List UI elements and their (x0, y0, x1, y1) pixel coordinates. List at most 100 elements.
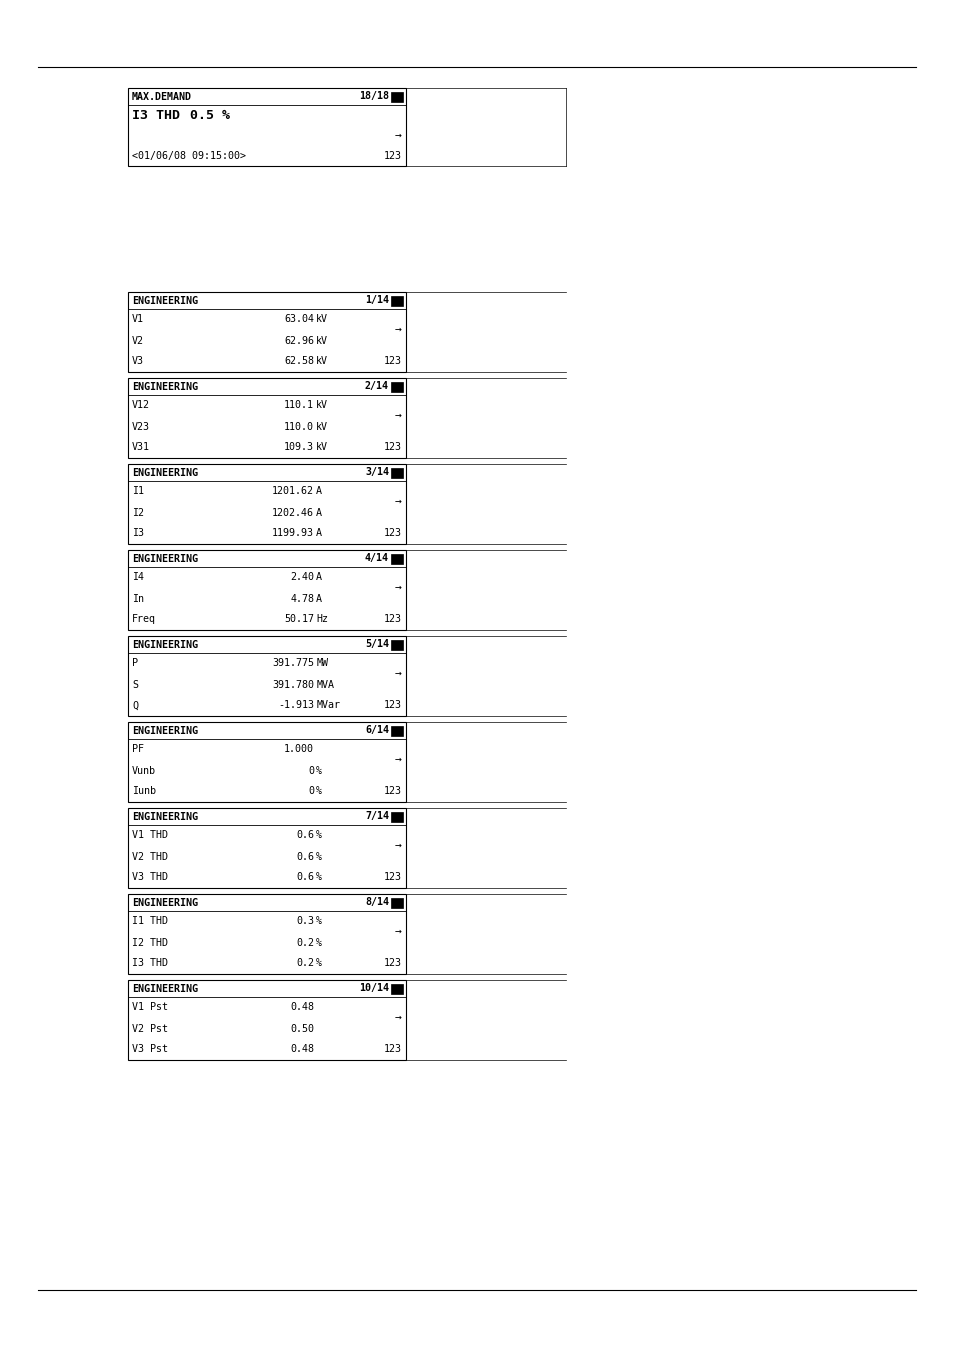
Bar (391, 639, 402, 650)
Text: V12: V12 (132, 400, 150, 411)
Text: MVar: MVar (316, 701, 340, 711)
Text: 110.0: 110.0 (284, 422, 314, 431)
Text: %: % (316, 766, 322, 775)
Text: ENGINEERING: ENGINEERING (132, 296, 198, 305)
Text: 391.780: 391.780 (272, 680, 314, 689)
Text: P: P (132, 658, 138, 669)
Text: 123: 123 (384, 1044, 401, 1055)
Text: 123: 123 (384, 786, 401, 797)
Text: 0: 0 (308, 786, 314, 797)
Text: V31: V31 (132, 443, 150, 453)
Text: S: S (132, 680, 138, 689)
Text: ENGINEERING: ENGINEERING (132, 381, 198, 392)
Text: 123: 123 (384, 151, 401, 161)
Text: 0.48: 0.48 (290, 1002, 314, 1012)
Text: ENGINEERING: ENGINEERING (132, 554, 198, 563)
Text: 5/14: 5/14 (365, 639, 389, 650)
Text: 0.50: 0.50 (290, 1024, 314, 1034)
Bar (391, 984, 402, 993)
Text: →: → (395, 411, 401, 422)
Text: 2/14: 2/14 (365, 381, 389, 392)
Text: ENGINEERING: ENGINEERING (132, 639, 198, 650)
Bar (391, 467, 402, 477)
Text: I4: I4 (132, 573, 144, 582)
Text: %: % (316, 958, 322, 969)
Text: →: → (395, 842, 401, 851)
Text: kV: kV (316, 400, 328, 411)
Text: %: % (316, 938, 322, 947)
Text: MAX.DEMAND: MAX.DEMAND (132, 92, 192, 101)
Text: 2.40: 2.40 (290, 573, 314, 582)
Text: V1 THD: V1 THD (132, 831, 168, 840)
Text: 0.2: 0.2 (296, 958, 314, 969)
Text: →: → (395, 497, 401, 507)
Text: Q: Q (132, 701, 138, 711)
Text: V3 Pst: V3 Pst (132, 1044, 168, 1055)
Text: %: % (316, 831, 322, 840)
Text: 50.17: 50.17 (284, 615, 314, 624)
Text: A: A (316, 486, 322, 497)
Bar (391, 381, 402, 392)
Text: 123: 123 (384, 443, 401, 453)
Text: I3 THD: I3 THD (132, 958, 168, 969)
Bar (128, 636, 406, 716)
Text: I1 THD: I1 THD (132, 916, 168, 927)
Text: 0.6: 0.6 (296, 851, 314, 862)
Text: V3 THD: V3 THD (132, 873, 168, 882)
Text: V1: V1 (132, 315, 144, 324)
Text: V23: V23 (132, 422, 150, 431)
Text: 62.96: 62.96 (284, 335, 314, 346)
Bar (391, 296, 402, 305)
Bar (128, 463, 406, 544)
Text: %: % (316, 851, 322, 862)
Text: 0.3: 0.3 (296, 916, 314, 927)
Text: PF: PF (132, 744, 144, 754)
Text: 1202.46: 1202.46 (272, 508, 314, 517)
Text: →: → (395, 927, 401, 938)
Text: V3: V3 (132, 357, 144, 366)
Bar (128, 378, 406, 458)
Text: kV: kV (316, 422, 328, 431)
Text: I2 THD: I2 THD (132, 938, 168, 947)
Text: I3: I3 (132, 528, 144, 539)
Text: →: → (395, 584, 401, 593)
Bar (391, 812, 402, 821)
Bar (391, 92, 402, 101)
Text: ENGINEERING: ENGINEERING (132, 725, 198, 735)
Text: V1 Pst: V1 Pst (132, 1002, 168, 1012)
Text: kV: kV (316, 315, 328, 324)
Text: 10/14: 10/14 (358, 984, 389, 993)
Text: V2 THD: V2 THD (132, 851, 168, 862)
Text: I3 THD: I3 THD (132, 108, 180, 122)
Text: 123: 123 (384, 528, 401, 539)
Text: %: % (316, 916, 322, 927)
Text: 1199.93: 1199.93 (272, 528, 314, 539)
Text: kV: kV (316, 357, 328, 366)
Text: kV: kV (316, 443, 328, 453)
Text: MVA: MVA (316, 680, 334, 689)
Text: 62.58: 62.58 (284, 357, 314, 366)
Bar (128, 550, 406, 630)
Text: 123: 123 (384, 615, 401, 624)
Text: 1/14: 1/14 (365, 296, 389, 305)
Text: 1201.62: 1201.62 (272, 486, 314, 497)
Text: V2 Pst: V2 Pst (132, 1024, 168, 1034)
Text: Hz: Hz (316, 615, 328, 624)
Text: 0.2: 0.2 (296, 938, 314, 947)
Text: A: A (316, 593, 322, 604)
Text: →: → (395, 1013, 401, 1023)
Text: ENGINEERING: ENGINEERING (132, 984, 198, 993)
Text: 123: 123 (384, 357, 401, 366)
Bar (391, 897, 402, 908)
Bar (128, 979, 406, 1061)
Text: 63.04: 63.04 (284, 315, 314, 324)
Text: 123: 123 (384, 873, 401, 882)
Text: Iunb: Iunb (132, 786, 156, 797)
Text: 0.6: 0.6 (296, 831, 314, 840)
Text: Freq: Freq (132, 615, 156, 624)
Text: 0: 0 (308, 766, 314, 775)
Text: 7/14: 7/14 (365, 812, 389, 821)
Text: 4/14: 4/14 (365, 554, 389, 563)
Text: 110.1: 110.1 (284, 400, 314, 411)
Text: %: % (316, 873, 322, 882)
